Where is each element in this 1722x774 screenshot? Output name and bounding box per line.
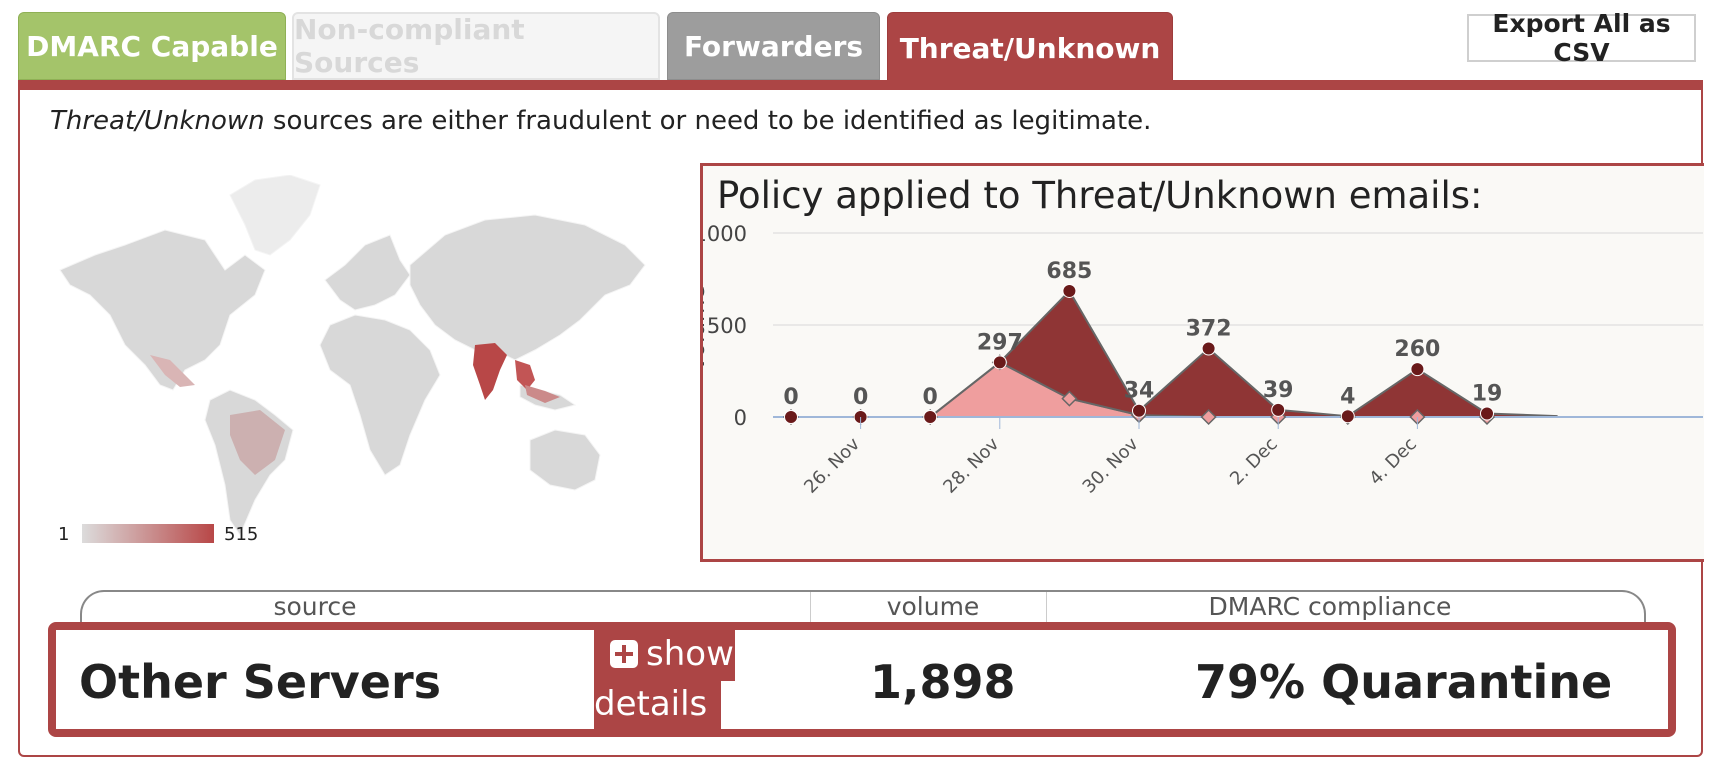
series-2-marker <box>1410 362 1425 377</box>
data-label: 34 <box>1124 379 1155 404</box>
series-2-marker <box>1062 283 1077 298</box>
series-2-marker <box>1340 409 1355 424</box>
panel-description: Threat/Unknown sources are either fraudu… <box>50 106 1151 136</box>
x-tick-label: 26. Nov <box>800 433 864 497</box>
map-europe <box>324 234 411 311</box>
series-2-marker <box>784 410 798 424</box>
description-emphasis: Threat/Unknown <box>50 106 265 136</box>
map-india <box>473 343 507 400</box>
header-dmarc-compliance: DMARC compliance <box>1208 592 1452 621</box>
y-tick-label: 1000 <box>703 222 747 246</box>
header-volume: volume <box>886 592 980 621</box>
series-1-marker <box>1061 390 1078 407</box>
data-label: 4 <box>1340 384 1355 409</box>
map-mexico <box>150 355 195 387</box>
data-label: 0 <box>853 385 868 410</box>
map-north-america <box>59 229 266 391</box>
chart-title: Policy applied to Threat/Unknown emails: <box>717 174 1483 217</box>
world-map <box>59 175 646 537</box>
data-label: 372 <box>1186 317 1232 342</box>
map-southeast-asia <box>515 360 535 390</box>
data-label: 685 <box>1046 259 1092 284</box>
map-asia <box>409 214 646 361</box>
map-legend-min: 1 <box>58 524 70 545</box>
data-label: 19 <box>1472 382 1503 407</box>
details-line1: show <box>646 634 734 674</box>
map-indonesia-highlight <box>525 385 560 403</box>
y-axis-title: volume <box>703 285 710 370</box>
series-2-marker <box>923 410 938 424</box>
data-label: 39 <box>1263 378 1294 403</box>
series-2-marker <box>992 355 1007 370</box>
tab-forwarders[interactable]: Forwarders <box>667 12 880 80</box>
y-tick-label: 0 <box>734 406 747 430</box>
details-line2: details <box>594 684 708 724</box>
series-2-marker <box>1201 341 1216 356</box>
map-africa <box>319 314 441 476</box>
map-legend-gradient <box>82 524 214 543</box>
series-2-marker <box>1132 403 1146 418</box>
policy-chart: 0 500 1000 volume 0 0 0 297 685 34 372 39 4 260 19 26. … <box>703 222 1703 498</box>
header-divider <box>1046 592 1047 622</box>
data-label: 260 <box>1394 337 1440 362</box>
row-compliance: 79% Quarantine <box>1195 655 1613 709</box>
map-legend-max: 515 <box>224 524 259 545</box>
map-australia <box>529 429 601 491</box>
plus-square-icon <box>610 640 638 668</box>
details-bg-bottom <box>594 681 721 732</box>
x-tick-label: 4. Dec <box>1365 434 1421 490</box>
data-label: 297 <box>977 330 1023 355</box>
show-details-button[interactable]: show details <box>594 629 735 732</box>
tab-dmarc-capable[interactable]: DMARC Capable <box>18 12 286 80</box>
x-tick-label: 30. Nov <box>1079 433 1143 497</box>
row-source: Other Servers <box>79 655 442 709</box>
series-2-marker <box>1480 406 1494 421</box>
x-tick-label: 28. Nov <box>939 433 1003 497</box>
data-label: 0 <box>923 385 938 410</box>
series-1-marker <box>1200 408 1217 426</box>
table-header <box>80 590 1646 638</box>
tab-threat-unknown[interactable]: Threat/Unknown <box>887 12 1173 84</box>
tab-non-compliant-sources[interactable]: Non-compliant Sources <box>292 12 660 80</box>
row-volume: 1,898 <box>870 655 1016 709</box>
series-2-marker <box>1271 402 1286 417</box>
data-label: 0 <box>783 385 798 410</box>
map-greenland <box>229 175 321 256</box>
table-row <box>48 622 1676 737</box>
y-tick-label: 500 <box>707 314 747 338</box>
x-tick-label: 2. Dec <box>1226 434 1282 490</box>
details-label: show details <box>594 629 735 729</box>
area-series-2 <box>791 289 1558 418</box>
description-text: sources are either fraudulent or need to… <box>264 106 1152 136</box>
header-divider <box>810 592 811 622</box>
map-brazil <box>230 410 285 475</box>
header-source: source <box>273 592 357 621</box>
export-csv-button[interactable]: Export All as CSV <box>1467 9 1696 67</box>
